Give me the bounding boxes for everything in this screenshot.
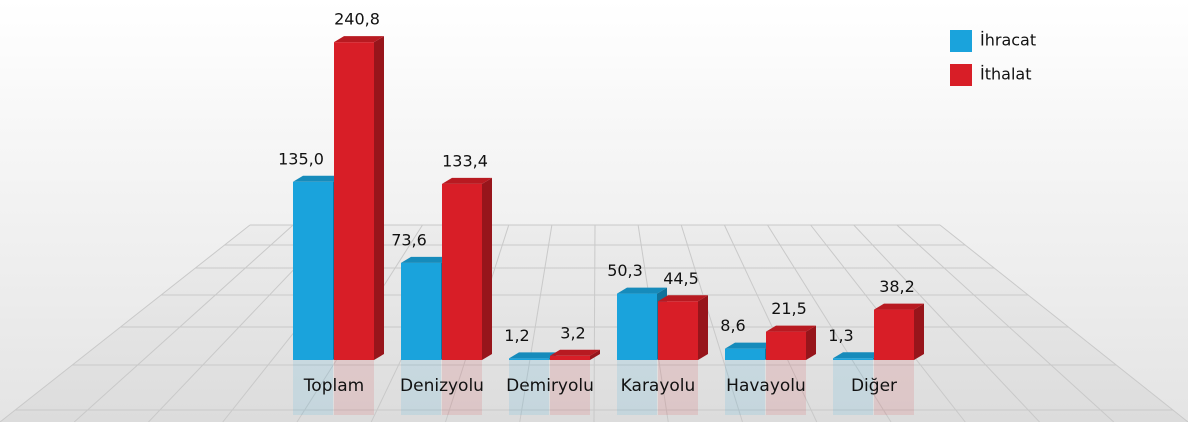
bar-front xyxy=(334,42,374,360)
bar-top xyxy=(509,352,559,359)
floor-line xyxy=(593,224,596,422)
bar-top xyxy=(401,256,451,263)
bar-reflection xyxy=(550,360,590,415)
x-tick-label: Denizyolu xyxy=(400,376,484,396)
x-tick-label: Demiryolu xyxy=(506,376,594,396)
bar-side xyxy=(806,325,816,360)
bar-top xyxy=(725,342,775,349)
bar xyxy=(509,352,559,415)
legend-swatch xyxy=(950,64,972,86)
bar-reflection xyxy=(442,360,482,415)
bar xyxy=(442,177,492,415)
floor-line xyxy=(73,224,294,422)
bar-front xyxy=(658,301,698,360)
bar-front xyxy=(442,183,482,360)
bar-top xyxy=(334,36,384,43)
data-label: 44,5 xyxy=(663,269,699,288)
bar-side xyxy=(590,349,600,360)
bar-top xyxy=(293,175,343,182)
bar-reflection xyxy=(874,360,914,415)
data-label: 135,0 xyxy=(278,149,324,168)
bar-side xyxy=(482,177,492,360)
bar-front xyxy=(766,331,806,360)
bar-reflection xyxy=(658,360,698,415)
x-tick-label: Havayolu xyxy=(726,376,806,396)
legend-swatch xyxy=(950,30,972,52)
bar-reflection xyxy=(725,360,765,415)
floor-line xyxy=(680,224,743,422)
bar-reflection xyxy=(401,360,441,415)
bar-reflection xyxy=(293,360,333,415)
bar-top xyxy=(442,177,492,184)
x-tick-label: Karayolu xyxy=(621,376,696,396)
floor-line xyxy=(767,224,892,422)
data-label: 21,5 xyxy=(771,299,807,318)
bar-top xyxy=(874,303,924,310)
bar xyxy=(334,36,384,415)
bar-top xyxy=(617,287,667,294)
bar-side xyxy=(914,303,924,360)
bar xyxy=(550,349,600,415)
bar-reflection xyxy=(833,360,873,415)
bar-front xyxy=(833,358,873,360)
data-label: 50,3 xyxy=(607,261,643,280)
bar-front xyxy=(725,348,765,360)
bar xyxy=(725,342,775,415)
x-tick-label: Toplam xyxy=(303,376,364,396)
data-label: 1,3 xyxy=(828,326,853,345)
bar xyxy=(658,295,708,415)
legend-label: İhracat xyxy=(980,31,1036,50)
bar-front xyxy=(401,262,441,360)
bar-top xyxy=(658,295,708,302)
floor-line xyxy=(853,224,1040,422)
bar-top xyxy=(766,325,816,332)
data-label: 133,4 xyxy=(442,151,488,170)
bar xyxy=(874,303,924,415)
legend-label: İthalat xyxy=(980,65,1031,84)
bar-front xyxy=(509,358,549,360)
bar-front xyxy=(874,309,914,360)
bar-side xyxy=(698,295,708,360)
bar-reflection xyxy=(334,360,374,415)
data-label: 73,6 xyxy=(391,230,427,249)
bar-reflection xyxy=(766,360,806,415)
floor-line xyxy=(519,224,553,422)
data-label: 1,2 xyxy=(504,326,529,345)
floor-line xyxy=(896,224,1115,422)
bar xyxy=(833,352,883,415)
floor-line xyxy=(723,224,818,422)
bar-reflection xyxy=(509,360,549,415)
floor-line xyxy=(0,224,251,422)
x-tick-label: Diğer xyxy=(851,376,897,396)
floor-line xyxy=(939,224,1188,422)
bar xyxy=(766,325,816,415)
data-label: 3,2 xyxy=(560,323,585,342)
bar-side xyxy=(374,36,384,360)
bar-top xyxy=(550,349,600,356)
bar-front xyxy=(617,293,657,360)
bar-front xyxy=(293,181,333,360)
bar-reflection xyxy=(617,360,657,415)
bar-top xyxy=(833,352,883,359)
data-label: 38,2 xyxy=(879,277,915,296)
bar-front xyxy=(550,355,590,360)
data-label: 240,8 xyxy=(334,10,380,29)
data-label: 8,6 xyxy=(720,316,745,335)
